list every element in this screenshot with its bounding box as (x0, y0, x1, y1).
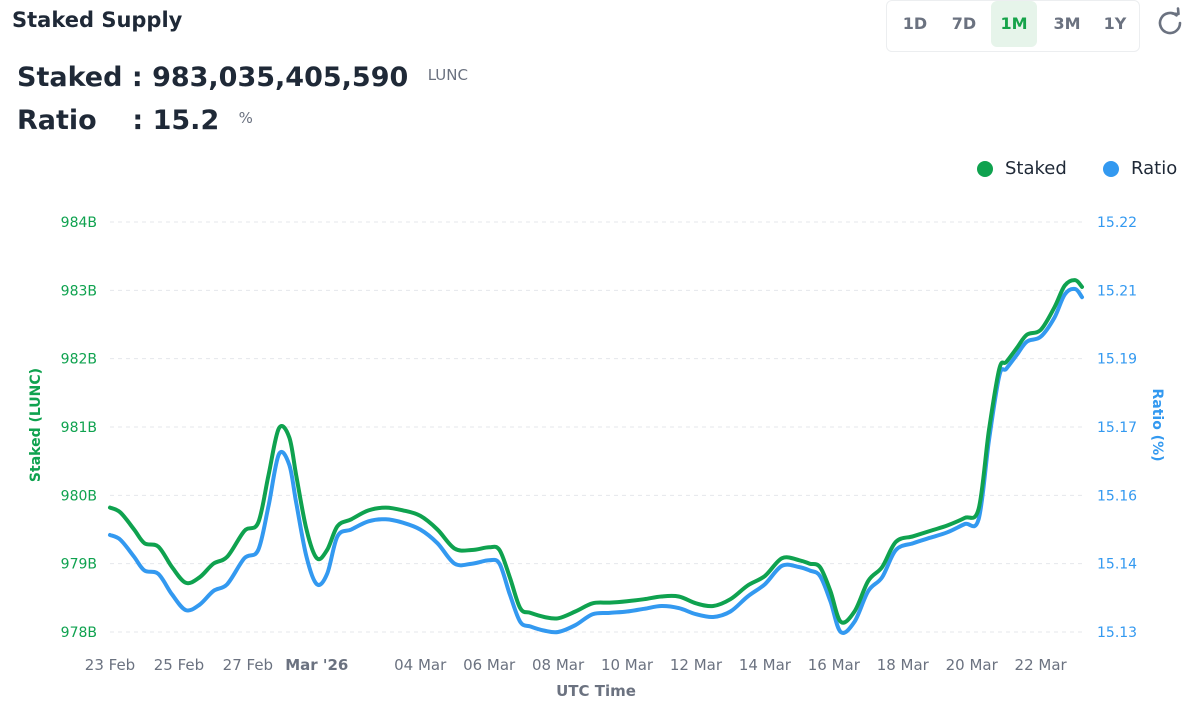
x-tick-label: 20 Mar (946, 656, 999, 674)
staked-separator: : (131, 62, 153, 93)
legend-ratio[interactable]: Ratio (1103, 158, 1177, 179)
legend-ratio-swatch (1103, 160, 1119, 177)
ratio-stat: Ratio : 15.2 % (17, 105, 253, 136)
x-tick-label: 18 Mar (877, 656, 930, 674)
ratio-separator: : (132, 105, 153, 136)
y-left-tick-label: 982B (61, 352, 97, 368)
x-tick-label: 23 Feb (85, 656, 135, 674)
y-right-axis-title: Ratio (%) (1149, 388, 1165, 461)
y-left-axis-title: Staked (LUNC) (28, 368, 44, 482)
x-axis-title: UTC Time (556, 682, 636, 700)
x-tick-label: 10 Mar (601, 656, 654, 674)
range-7d-button[interactable]: 7D (951, 14, 977, 33)
range-1d-button[interactable]: 1D (902, 14, 928, 33)
x-tick-label: Mar '26 (285, 656, 348, 674)
x-tick-label: 06 Mar (463, 656, 516, 674)
legend-staked[interactable]: Staked (977, 158, 1067, 179)
y-left-tick-label: 980B (61, 488, 97, 504)
y-right-tick-label: 15.19 (1097, 352, 1137, 368)
y-right-tick-label: 15.16 (1097, 488, 1137, 504)
ratio-unit: % (238, 109, 253, 127)
time-range-selector: 1D 7D 1M 3M 1Y (886, 0, 1140, 52)
series-line-staked (108, 278, 1084, 625)
x-tick-label: 16 Mar (808, 656, 861, 674)
page-title: Staked Supply (12, 8, 183, 32)
refresh-icon[interactable] (1153, 6, 1187, 40)
y-left-tick-label: 984B (61, 215, 97, 231)
staked-label: Staked (17, 62, 123, 93)
legend-staked-swatch (977, 160, 993, 177)
y-right-tick-label: 15.17 (1097, 420, 1137, 436)
y-left-tick-label: 983B (61, 283, 97, 299)
y-left-tick-label: 978B (61, 625, 97, 641)
x-tick-label: 14 Mar (739, 656, 792, 674)
x-tick-label: 27 Feb (223, 656, 273, 674)
x-tick-label: 12 Mar (670, 656, 723, 674)
y-right-tick-label: 15.21 (1097, 283, 1137, 299)
y-left-tick-label: 979B (61, 557, 97, 573)
y-left-tick-label: 981B (61, 420, 97, 436)
y-right-tick-label: 15.22 (1097, 215, 1137, 231)
legend-ratio-label: Ratio (1131, 158, 1178, 179)
x-tick-label: 04 Mar (394, 656, 447, 674)
x-tick-label: 25 Feb (154, 656, 204, 674)
staked-stat: Staked : 983,035,405,590 LUNC (17, 62, 468, 93)
legend-staked-label: Staked (1005, 158, 1067, 179)
ratio-value: 15.2 (152, 105, 220, 136)
x-tick-label: 22 Mar (1015, 656, 1068, 674)
range-3m-button[interactable]: 3M (1053, 14, 1081, 33)
y-right-tick-label: 15.13 (1097, 625, 1137, 641)
range-1y-button[interactable]: 1Y (1103, 14, 1127, 33)
series-line-ratio (108, 286, 1084, 635)
y-right-tick-label: 15.14 (1097, 557, 1137, 573)
range-1m-button[interactable]: 1M (991, 1, 1037, 47)
staked-unit: LUNC (427, 66, 468, 84)
staked-value: 983,035,405,590 (152, 62, 409, 93)
x-tick-label: 08 Mar (532, 656, 585, 674)
ratio-label: Ratio (17, 105, 97, 136)
